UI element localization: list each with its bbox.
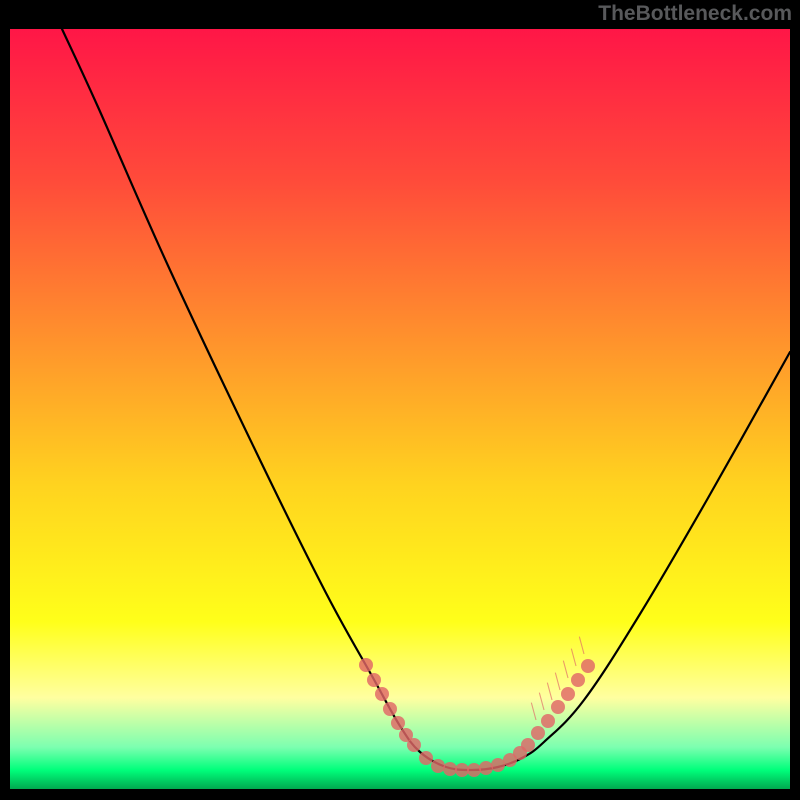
data-marker <box>467 763 481 777</box>
data-marker <box>375 687 389 701</box>
gradient-background <box>10 29 790 789</box>
data-marker <box>443 762 457 776</box>
data-marker <box>359 658 373 672</box>
data-marker <box>407 738 421 752</box>
chart-svg <box>0 0 800 800</box>
data-marker <box>419 751 433 765</box>
data-marker <box>383 702 397 716</box>
data-marker <box>531 726 545 740</box>
data-marker <box>561 687 575 701</box>
data-marker <box>581 659 595 673</box>
data-marker <box>551 700 565 714</box>
chart-root: TheBottleneck.com <box>0 0 800 800</box>
data-marker <box>479 761 493 775</box>
data-marker <box>521 738 535 752</box>
data-marker <box>367 673 381 687</box>
data-marker <box>571 673 585 687</box>
data-marker <box>491 758 505 772</box>
data-marker <box>391 716 405 730</box>
data-marker <box>541 714 555 728</box>
data-marker <box>455 763 469 777</box>
data-marker <box>431 759 445 773</box>
watermark-text: TheBottleneck.com <box>598 2 792 26</box>
